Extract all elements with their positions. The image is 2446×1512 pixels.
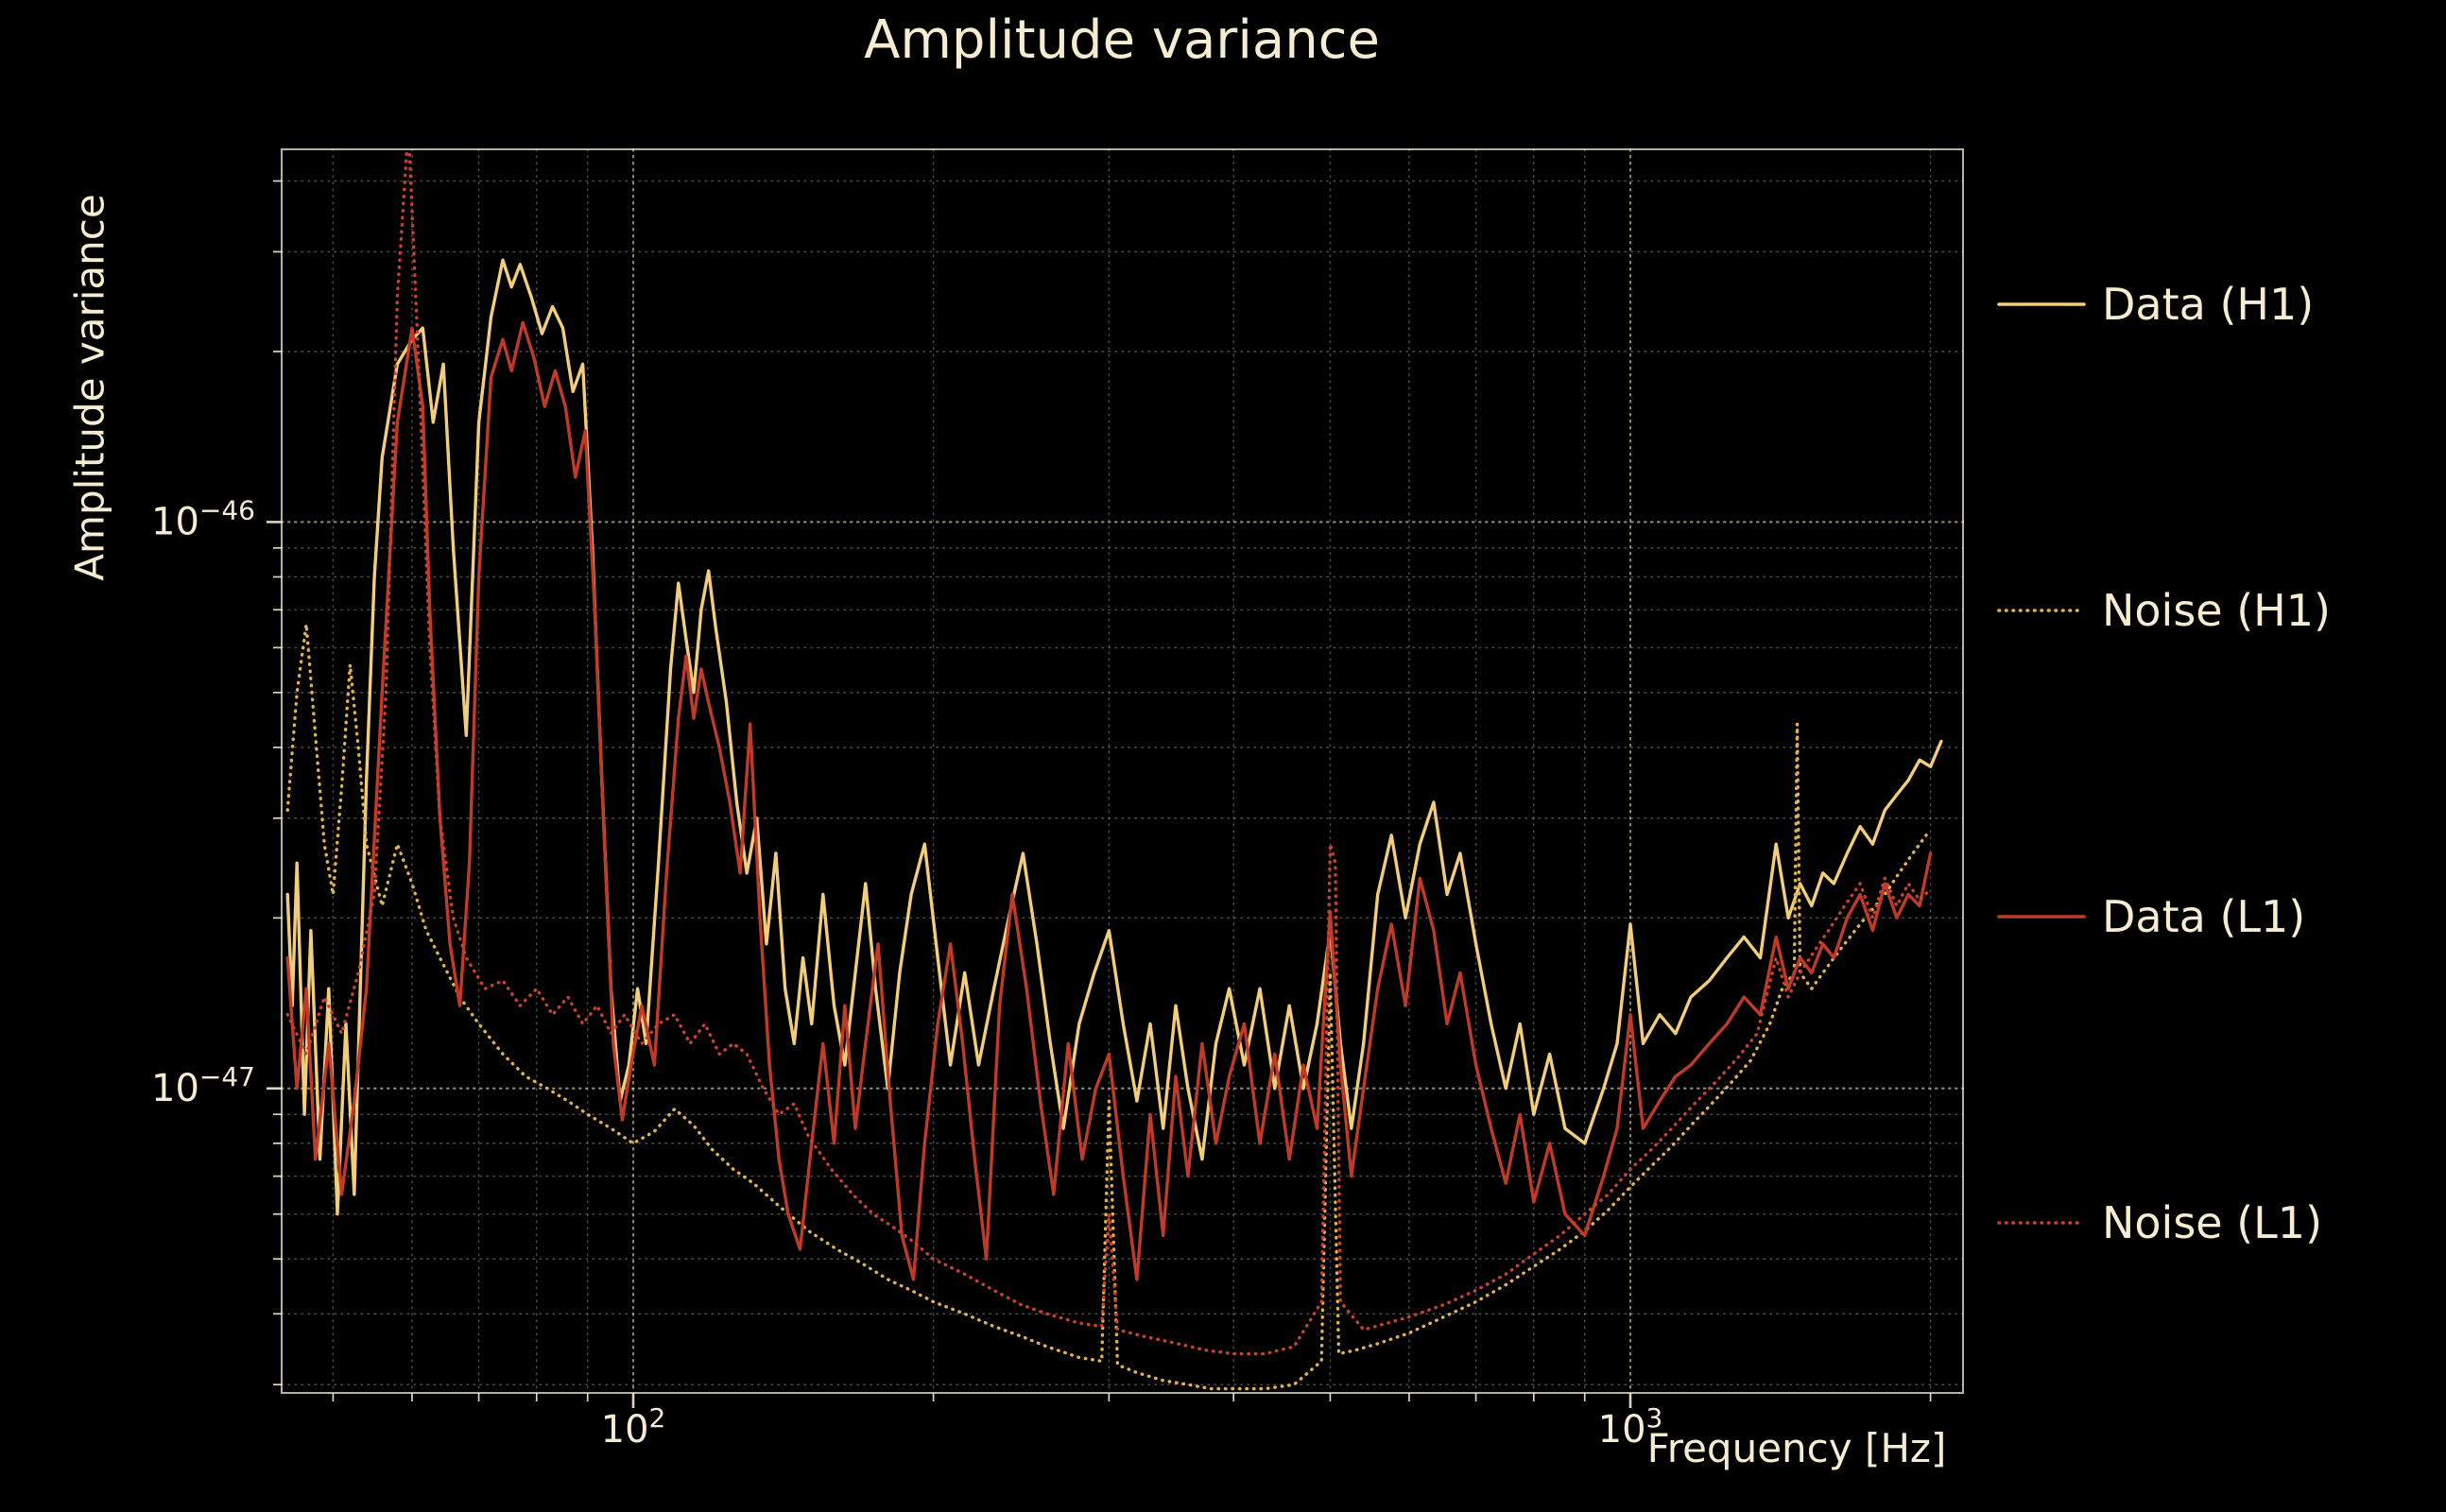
legend-line-sample xyxy=(1997,302,2086,306)
legend-label: Noise (H1) xyxy=(2102,585,2331,636)
legend-label: Data (H1) xyxy=(2102,279,2315,330)
grid xyxy=(280,147,1965,1395)
legend-item: Noise (H1) xyxy=(1996,577,2331,644)
legend-label: Noise (L1) xyxy=(2102,1197,2323,1248)
series-data-l1 xyxy=(285,320,1933,1281)
legend-line-sample xyxy=(1997,609,2086,612)
legend-label: Data (L1) xyxy=(2102,891,2306,942)
legend-item: Noise (L1) xyxy=(1996,1190,2322,1256)
legend-item: Data (H1) xyxy=(1996,271,2314,337)
legend: Data (H1) Noise (H1) Data (L1) Noise (L1) xyxy=(1996,0,2440,1512)
legend-item: Data (L1) xyxy=(1996,884,2305,950)
y-tick-label: 10−46 xyxy=(151,494,255,543)
axis-ticks xyxy=(267,180,1932,1408)
y-tick-label: 10−47 xyxy=(151,1061,255,1110)
legend-line-sample xyxy=(1997,1221,2086,1225)
series-noise-l1 xyxy=(285,149,1933,1356)
x-tick-label: 102 xyxy=(601,1402,666,1452)
x-axis-label: Frequency [Hz] xyxy=(1646,1425,1947,1471)
series-noise-h1 xyxy=(285,622,1928,1391)
series-data-h1 xyxy=(285,258,1943,1216)
legend-line-sample xyxy=(1997,915,2086,919)
plot-frame xyxy=(281,148,1964,1394)
chart-title: Amplitude variance xyxy=(864,9,1380,71)
x-tick-label: 103 xyxy=(1598,1402,1663,1452)
